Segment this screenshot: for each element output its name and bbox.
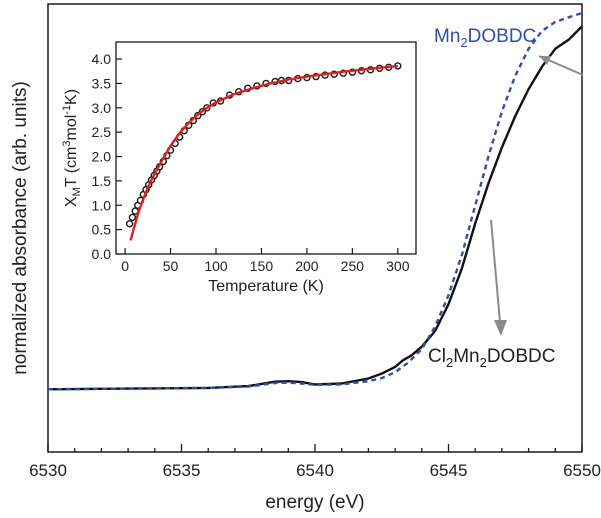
mn2-label-subscript: 2 <box>460 35 467 50</box>
inset-ticks: 0 50 100 150 200 250 300 0.0 0.5 1.0 1.5 2.0 2.5 3.0 3… <box>92 51 410 274</box>
inset-y-tick-label: 0.5 <box>92 222 112 238</box>
inset-y-tick-label: 3.5 <box>92 75 112 91</box>
main-x-tick-label: 6540 <box>296 461 334 480</box>
cl-label-part: DOBDC <box>487 346 556 367</box>
cl-series-label: Cl2Mn2DOBDC <box>428 346 555 370</box>
cl-callout-arrow <box>490 219 501 323</box>
inset-ylabel-superscript: 3 <box>61 141 73 147</box>
inset-x-axis-label: Temperature (K) <box>208 278 324 295</box>
inset-y-tick-label: 0.0 <box>92 246 112 262</box>
mn2-callout-arrowhead <box>539 56 551 65</box>
mn2-label-part: Mn <box>434 26 460 47</box>
inset-ylabel-subscript: M <box>71 187 83 196</box>
inset-background <box>116 42 416 254</box>
inset-series-group <box>125 62 402 241</box>
main-x-tick-label: 6530 <box>29 461 67 480</box>
cl-label-subscript: 2 <box>480 355 487 370</box>
inset-ylabel-part: mol <box>63 115 80 141</box>
inset-ylabel-part: K) <box>63 89 80 105</box>
main-x-axis-label: energy (eV) <box>265 492 364 513</box>
main-plot: 6530 6535 6540 6545 6550 energy (eV) normali… <box>10 3 601 513</box>
inset-ylabel-part: T (cm <box>63 147 80 188</box>
inset-y-tick-label: 1.5 <box>92 173 112 189</box>
inset-x-tick-label: 150 <box>250 258 274 274</box>
inset-x-tick-label: 50 <box>163 258 179 274</box>
inset-y-tick-label: 4.0 <box>92 51 112 67</box>
inset-y-tick-label: 2.5 <box>92 124 112 140</box>
inset-x-tick-label: 100 <box>204 258 228 274</box>
inset-frame <box>115 41 417 255</box>
inset-data-point <box>128 213 137 222</box>
cl-label-part: Cl <box>428 346 446 367</box>
inset-y-tick-label: 3.0 <box>92 100 112 116</box>
inset-data-point <box>125 220 134 228</box>
inset-x-tick-label: 250 <box>341 258 365 274</box>
inset-ylabel-part: X <box>63 196 80 207</box>
inset-x-tick-label: 200 <box>295 258 319 274</box>
main-series-group <box>47 11 583 391</box>
inset-plot: 0 50 100 150 200 250 300 0.0 0.5 1.0 1.5 2.0 2.5 3.0 3… <box>61 41 417 295</box>
cl-callout-arrowhead <box>494 320 507 336</box>
inset-fit-line <box>129 64 398 241</box>
inset-y-tick-label: 1.0 <box>92 197 112 213</box>
inset-y-tick-label: 2.0 <box>92 149 112 165</box>
inset-x-tick-label: 0 <box>121 258 129 274</box>
main-x-ticks: 6530 6535 6540 6545 6550 <box>29 444 601 480</box>
mn2-series-label: Mn2DOBDC <box>434 26 536 50</box>
main-x-tick-label: 6545 <box>430 461 468 480</box>
inset-x-tick-label: 300 <box>386 258 410 274</box>
series-callouts: Mn2DOBDC Cl2Mn2DOBDC <box>428 26 584 370</box>
inset-y-axis-label: XMT (cm3mol-1K) <box>61 89 83 207</box>
inset-ylabel-superscript: -1 <box>61 105 73 115</box>
cl-label-part: Mn <box>453 346 479 367</box>
mn2-label-part: DOBDC <box>468 26 537 47</box>
main-x-tick-label: 6550 <box>563 461 601 480</box>
mn2dobdc-series-line <box>47 11 583 391</box>
cl-label-subscript: 2 <box>446 355 453 370</box>
main-y-axis-label: normalized absorbance (arb. units) <box>10 81 31 375</box>
main-x-tick-label: 6535 <box>163 461 201 480</box>
cl2mn2dobdc-series-line <box>47 25 583 391</box>
